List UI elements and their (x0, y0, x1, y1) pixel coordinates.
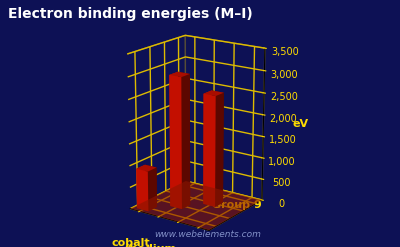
Text: www.webelements.com: www.webelements.com (154, 230, 262, 239)
Text: Electron binding energies (M–I): Electron binding energies (M–I) (8, 7, 253, 21)
